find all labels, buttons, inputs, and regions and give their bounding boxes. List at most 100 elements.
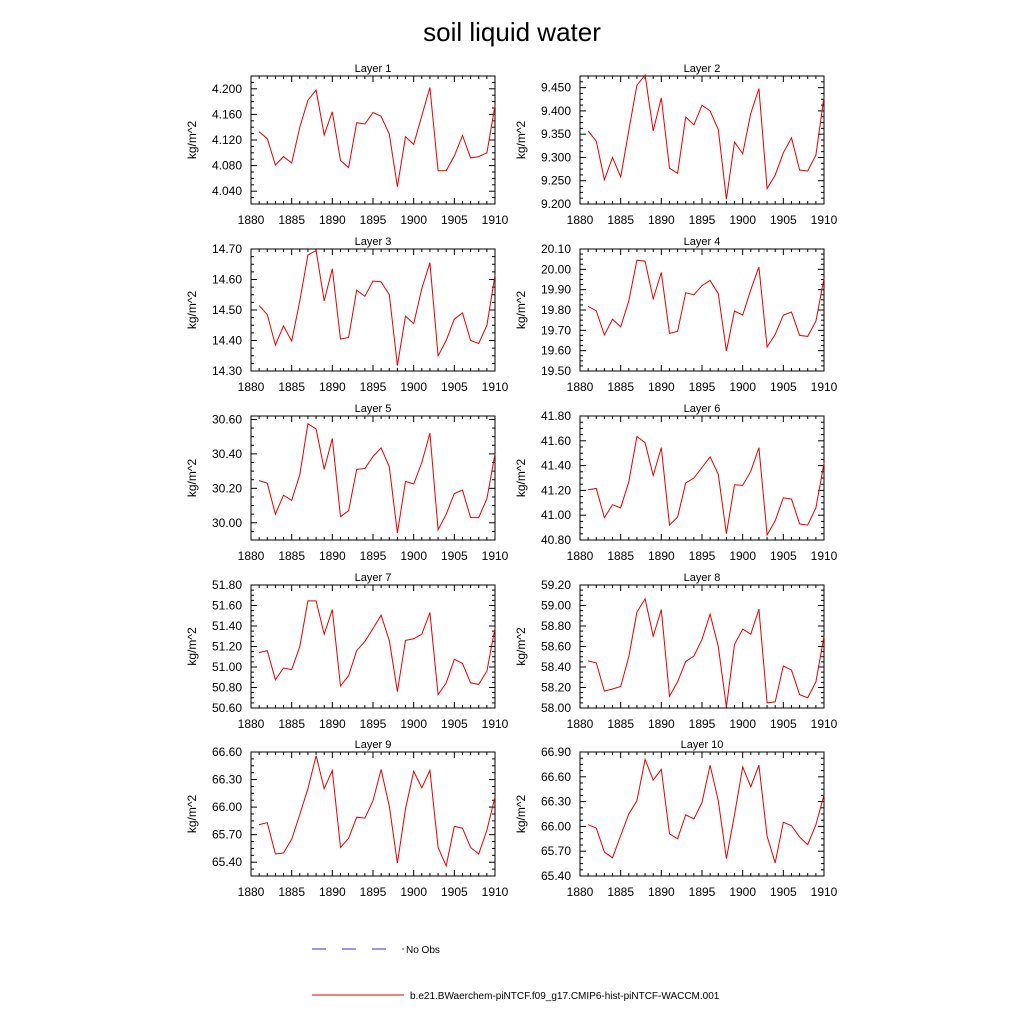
x-tick-label: 1905: [770, 885, 797, 899]
panel-layer-3: Layer 3 1880 1885 1890 1895 1900 1905 1910 14.30…: [185, 236, 509, 394]
x-tick-label: 1910: [482, 549, 509, 563]
x-tick-label: 1890: [648, 885, 675, 899]
panel-title: Layer 8: [684, 572, 721, 584]
x-tick-label: 1905: [770, 549, 797, 563]
panel-title: Layer 9: [355, 739, 392, 751]
x-tick-label: 1905: [441, 717, 468, 731]
y-tick-label: 19.80: [541, 303, 571, 317]
panel-layer-1: Layer 1 1880 1885 1890 1895 1900 1905 1910 4.040…: [185, 63, 509, 227]
y-tick-label: 19.50: [541, 364, 571, 378]
y-tick-label: 59.20: [541, 578, 571, 592]
x-tick-label: 1910: [811, 380, 838, 394]
x-tick-label: 1910: [811, 717, 838, 731]
y-tick-label: 51.00: [212, 660, 242, 674]
y-tick-label: 65.40: [212, 855, 242, 869]
x-tick-label: 1880: [567, 213, 594, 227]
y-axis-label: kg/m^2: [514, 795, 528, 834]
x-tick-label: 1895: [689, 549, 716, 563]
y-tick-label: 41.00: [541, 508, 571, 522]
y-tick-label: 66.90: [541, 745, 571, 759]
x-tick-label: 1905: [770, 717, 797, 731]
y-tick-label: 30.40: [212, 447, 242, 461]
panel-layer-2: Layer 2 1880 1885 1890 1895 1900 1905 1910 9.200…: [514, 63, 838, 227]
x-tick-label: 1900: [400, 380, 427, 394]
x-tick-label: 1885: [278, 549, 305, 563]
x-tick-label: 1895: [689, 885, 716, 899]
x-tick-label: 1885: [607, 213, 634, 227]
series-line-model: [587, 757, 825, 863]
panel-title: Layer 6: [684, 403, 721, 415]
y-axis-label: kg/m^2: [185, 291, 199, 330]
y-tick-label: 30.60: [212, 412, 242, 426]
x-tick-label: 1890: [319, 213, 346, 227]
y-axis-label: kg/m^2: [185, 627, 199, 666]
panels: Layer 1 1880 1885 1890 1895 1900 1905 1910 4.040…: [185, 63, 838, 899]
y-tick-label: 9.400: [541, 104, 571, 118]
y-tick-label: 41.40: [541, 459, 571, 473]
panel-title: Layer 2: [684, 63, 721, 75]
x-tick-label: 1910: [811, 549, 838, 563]
y-tick-label: 65.70: [541, 844, 571, 858]
x-tick-label: 1900: [729, 717, 756, 731]
x-tick-label: 1885: [607, 885, 634, 899]
x-tick-label: 1880: [238, 549, 265, 563]
x-tick-label: 1900: [400, 213, 427, 227]
x-tick-label: 1910: [482, 885, 509, 899]
x-tick-label: 1905: [770, 213, 797, 227]
y-tick-label: 14.40: [212, 334, 242, 348]
legend-model-label: b.e21.BWaerchem-piNTCF.f09_g17.CMIP6-his…: [410, 991, 720, 1002]
series-line-model: [587, 597, 825, 708]
y-tick-label: 58.60: [541, 640, 571, 654]
x-tick-label: 1910: [811, 885, 838, 899]
y-axis-label: kg/m^2: [185, 795, 199, 834]
y-tick-label: 58.20: [541, 681, 571, 695]
figure-title: soil liquid water: [423, 17, 601, 47]
x-tick-label: 1880: [238, 213, 265, 227]
y-tick-label: 4.200: [212, 82, 242, 96]
series-line-model: [258, 755, 496, 868]
x-tick-label: 1895: [360, 885, 387, 899]
x-tick-label: 1890: [648, 549, 675, 563]
y-tick-label: 9.200: [541, 197, 571, 211]
y-tick-label: 19.70: [541, 323, 571, 337]
y-tick-label: 9.250: [541, 174, 571, 188]
series-line-model: [587, 259, 825, 352]
y-tick-label: 66.00: [212, 800, 242, 814]
x-tick-label: 1900: [729, 380, 756, 394]
panel-title: Layer 3: [355, 236, 392, 248]
y-tick-label: 20.00: [541, 262, 571, 276]
x-tick-label: 1895: [689, 717, 716, 731]
panel-layer-5: Layer 5 1880 1885 1890 1895 1900 1905 1910 30.00…: [185, 403, 509, 563]
x-tick-label: 1895: [689, 213, 716, 227]
plot-frame: [250, 248, 496, 372]
x-tick-label: 1885: [278, 885, 305, 899]
panel-layer-8: Layer 8 1880 1885 1890 1895 1900 1905 1910 58.00…: [514, 572, 838, 731]
x-tick-label: 1895: [360, 549, 387, 563]
y-tick-label: 59.00: [541, 599, 571, 613]
panel-title: Layer 7: [355, 572, 392, 584]
y-tick-label: 51.60: [212, 599, 242, 613]
plot-frame: [579, 75, 825, 205]
series-line-model: [258, 87, 496, 187]
plot-frame: [579, 415, 825, 541]
y-tick-label: 51.20: [212, 640, 242, 654]
plot-frame: [579, 751, 825, 877]
panel-title: Layer 4: [684, 236, 721, 248]
y-tick-label: 30.00: [212, 516, 242, 530]
y-axis-label: kg/m^2: [514, 627, 528, 666]
series-line-model: [258, 600, 496, 697]
y-tick-label: 51.80: [212, 578, 242, 592]
panel-title: Layer 5: [355, 403, 392, 415]
y-tick-label: 19.60: [541, 344, 571, 358]
x-tick-label: 1885: [278, 380, 305, 394]
y-axis-label: kg/m^2: [514, 121, 528, 160]
legend: No Obs b.e21.BWaerchem-piNTCF.f09_g17.CM…: [312, 945, 720, 1002]
y-tick-label: 58.00: [541, 701, 571, 715]
x-tick-label: 1880: [238, 380, 265, 394]
x-tick-label: 1905: [441, 885, 468, 899]
series-line-model: [588, 435, 825, 537]
x-tick-label: 1890: [648, 717, 675, 731]
x-tick-label: 1900: [400, 549, 427, 563]
x-tick-label: 1885: [278, 717, 305, 731]
series-line-model: [258, 249, 496, 366]
